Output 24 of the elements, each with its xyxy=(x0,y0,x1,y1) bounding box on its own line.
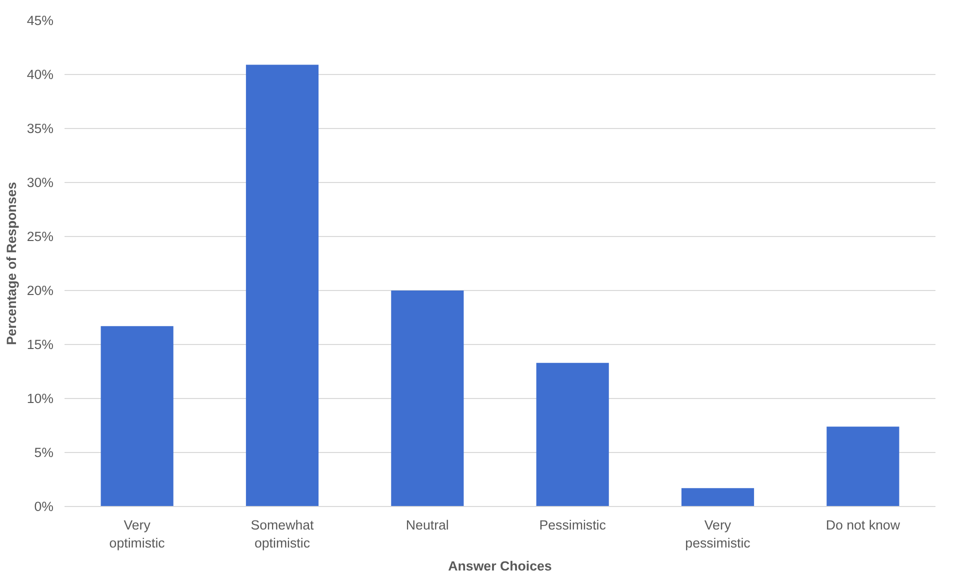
x-tick-label: Pessimistic xyxy=(539,518,606,532)
x-tick-label: Do not know xyxy=(826,518,900,532)
y-tick-label: 0% xyxy=(34,499,54,514)
y-tick-label: 5% xyxy=(34,445,54,460)
bar xyxy=(826,426,900,506)
x-axis-title: Answer Choices xyxy=(448,558,552,574)
bar xyxy=(681,488,754,506)
y-tick-label: 45% xyxy=(26,13,54,28)
x-tick-label: Very pessimistic xyxy=(685,518,751,550)
x-tick-label: Somewhat optimistic xyxy=(250,518,314,550)
bar xyxy=(246,64,319,506)
x-tick-label: Neutral xyxy=(406,518,449,532)
y-axis-title: Percentage of Responses xyxy=(4,182,19,345)
bar xyxy=(100,326,174,506)
y-tick-label: 35% xyxy=(26,121,54,136)
y-tick-label: 15% xyxy=(26,337,54,352)
x-tick-label: Very optimistic xyxy=(109,518,166,550)
y-tick-label: 25% xyxy=(26,229,54,244)
y-tick-label: 30% xyxy=(26,175,54,190)
bar xyxy=(391,290,464,506)
y-tick-label: 20% xyxy=(26,283,54,298)
y-tick-label: 40% xyxy=(26,67,54,82)
bar xyxy=(536,362,609,506)
y-tick-label: 10% xyxy=(26,391,54,406)
